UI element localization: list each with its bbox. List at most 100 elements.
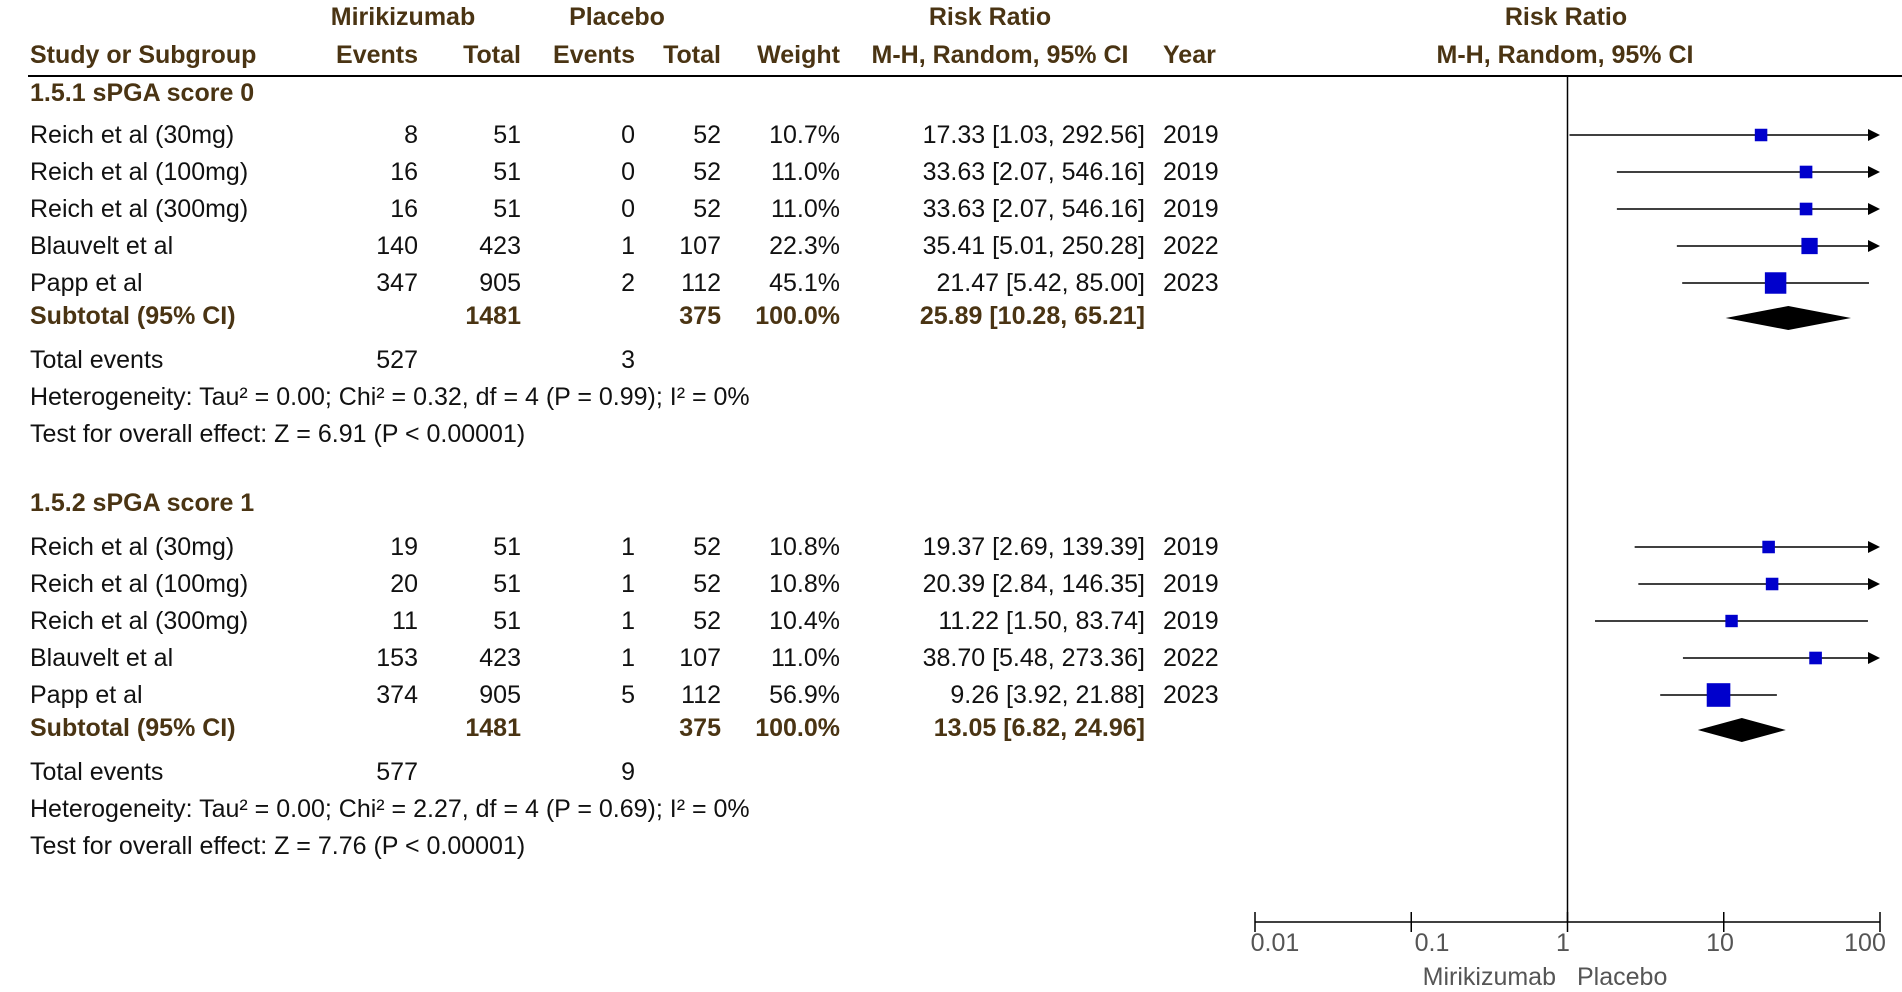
subgroup-title: 1.5.1 sPGA score 0 (30, 79, 255, 107)
study-marker (1754, 128, 1768, 142)
total1: 905 (479, 681, 521, 709)
weight: 22.3% (769, 232, 840, 260)
ci-arrow (1868, 541, 1880, 553)
weight: 11.0% (770, 158, 840, 186)
total-events1: 527 (376, 346, 418, 374)
ci-arrow (1868, 578, 1880, 590)
study-marker (1799, 202, 1813, 216)
events1: 140 (376, 232, 418, 260)
pooled-diamond (1725, 306, 1851, 330)
events2: 0 (621, 121, 635, 149)
total2: 52 (693, 570, 721, 598)
study-marker (1765, 577, 1779, 591)
rr-header: Risk Ratio (928, 3, 1052, 31)
ci-text: 20.39 [2.84, 146.35] (922, 570, 1145, 598)
ci-text: 11.22 [1.50, 83.74] (938, 607, 1145, 635)
total-events1: 577 (376, 758, 418, 786)
study-marker (1801, 237, 1818, 255)
weight: 56.9% (769, 681, 840, 709)
total1: 905 (479, 269, 521, 297)
group2-header: Placebo (569, 3, 665, 31)
favours-left-label: Mirikizumab (1422, 963, 1556, 991)
col-total2-header: Total (663, 41, 721, 69)
year: 2019 (1163, 607, 1219, 635)
total2: 52 (693, 533, 721, 561)
ci-text: 33.63 [2.07, 546.16] (922, 158, 1145, 186)
col-method-header: M-H, Random, 95% CI (871, 41, 1129, 69)
subgroup-title: 1.5.2 sPGA score 1 (30, 489, 255, 517)
total1: 423 (479, 644, 521, 672)
total2: 52 (693, 195, 721, 223)
study-name: Papp et al (30, 269, 143, 297)
total-events-label: Total events (30, 758, 164, 786)
year: 2022 (1163, 644, 1219, 672)
events1: 8 (404, 121, 418, 149)
tick-label: 0.01 (1250, 929, 1300, 957)
events1: 19 (390, 533, 418, 561)
subtotal-total2: 375 (679, 302, 721, 330)
total1: 51 (493, 607, 521, 635)
plot-title: Risk Ratio (1504, 3, 1628, 31)
weight: 10.8% (769, 570, 840, 598)
ci-text: 33.63 [2.07, 546.16] (922, 195, 1145, 223)
total1: 51 (493, 195, 521, 223)
study-name: Reich et al (30mg) (30, 121, 235, 149)
study-name: Papp et al (30, 681, 143, 709)
total1: 51 (493, 570, 521, 598)
ci-arrow (1868, 240, 1880, 252)
events2: 5 (621, 681, 635, 709)
events1: 11 (392, 607, 418, 635)
events2: 2 (621, 269, 635, 297)
total2: 52 (693, 607, 721, 635)
weight: 10.4% (769, 607, 840, 635)
total1: 51 (493, 158, 521, 186)
study-marker (1725, 614, 1738, 628)
total2: 112 (681, 681, 721, 709)
subtotal-label: Subtotal (95% CI) (30, 302, 236, 330)
events1: 374 (376, 681, 418, 709)
subtotal-total1: 1481 (465, 714, 521, 742)
year: 2019 (1163, 195, 1219, 223)
year: 2019 (1163, 158, 1219, 186)
col-study-header: Study or Subgroup (30, 41, 257, 69)
events2: 1 (621, 533, 635, 561)
heterogeneity-text: Heterogeneity: Tau² = 0.00; Chi² = 0.32,… (30, 383, 750, 411)
events2: 1 (621, 644, 635, 672)
year: 2019 (1163, 121, 1219, 149)
study-name: Reich et al (300mg) (30, 607, 249, 635)
events2: 0 (621, 195, 635, 223)
total1: 423 (479, 232, 521, 260)
ci-arrow (1868, 652, 1880, 664)
favours-right-label: Placebo (1577, 963, 1668, 991)
ci-text: 19.37 [2.69, 139.39] (922, 533, 1145, 561)
events2: 0 (621, 158, 635, 186)
tick-label: 10 (1706, 929, 1734, 957)
ci-arrow (1868, 203, 1880, 215)
heterogeneity-text: Heterogeneity: Tau² = 0.00; Chi² = 2.27,… (30, 795, 750, 823)
study-marker (1799, 165, 1813, 179)
col-year-header: Year (1163, 41, 1216, 69)
events1: 16 (390, 195, 418, 223)
total1: 51 (493, 533, 521, 561)
subtotal-label: Subtotal (95% CI) (30, 714, 236, 742)
tick-label: 100 (1844, 929, 1886, 957)
total2: 107 (679, 232, 721, 260)
events1: 347 (376, 269, 418, 297)
study-name: Reich et al (30mg) (30, 533, 235, 561)
ci-text: 35.41 [5.01, 250.28] (922, 232, 1145, 260)
subtotal-ci: 25.89 [10.28, 65.21] (919, 302, 1145, 330)
weight: 10.7% (769, 121, 840, 149)
ci-text: 17.33 [1.03, 292.56] (922, 121, 1145, 149)
ci-text: 38.70 [5.48, 273.36] (922, 644, 1145, 672)
study-marker (1764, 272, 1787, 294)
ci-text: 9.26 [3.92, 21.88] (950, 681, 1145, 709)
ci-arrow (1868, 129, 1880, 141)
events2: 1 (621, 607, 635, 635)
ci-text: 21.47 [5.42, 85.00] (936, 269, 1145, 297)
weight: 11.0% (770, 644, 840, 672)
events1: 16 (390, 158, 418, 186)
study-name: Blauvelt et al (30, 644, 174, 672)
subtotal-weight: 100.0% (755, 714, 840, 742)
col-events2-header: Events (553, 41, 635, 69)
